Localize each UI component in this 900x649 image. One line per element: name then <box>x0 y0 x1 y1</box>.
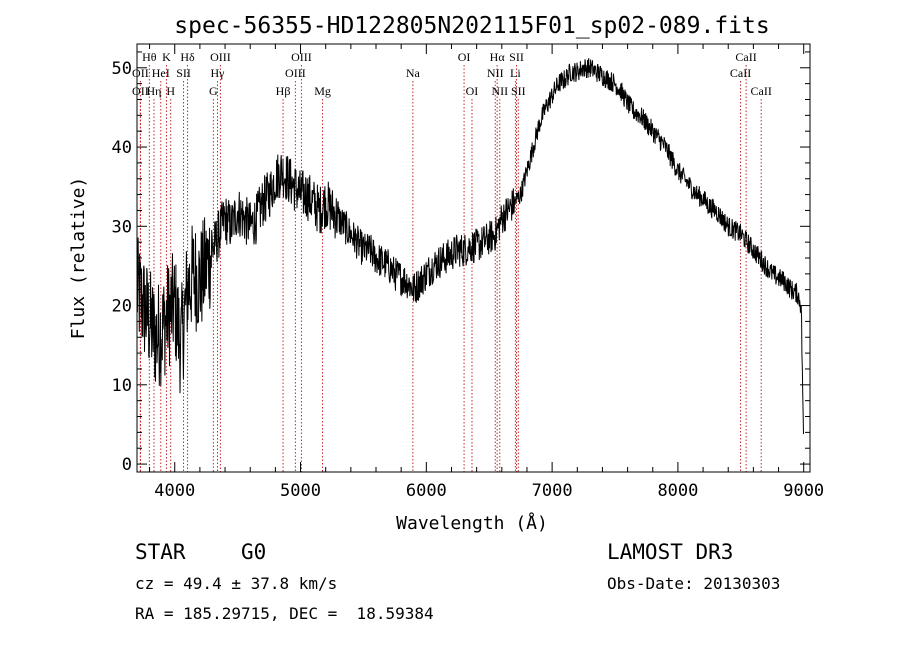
x-tick-label: 9000 <box>783 481 824 501</box>
spectral-line-label: OIII <box>210 50 231 64</box>
spectral-line-label: OII <box>132 84 149 98</box>
y-axis-label: Flux (relative) <box>68 177 89 340</box>
observation-date: Obs-Date: 20130303 <box>607 574 781 593</box>
spectral-line-label: CaII <box>735 50 756 64</box>
x-tick-label: 4000 <box>154 481 195 501</box>
spectral-line-label: OIII <box>285 66 306 80</box>
spectral-line-label: Hθ <box>142 50 157 64</box>
spectral-line-label: Hβ <box>276 84 291 98</box>
y-tick-label: 20 <box>112 297 132 317</box>
y-tick-label: 30 <box>112 217 132 237</box>
spectral-line-label: SII <box>509 50 524 64</box>
axes: 4000 5000 6000 7000 8000 9000 0 10 20 30 40 50 <box>112 44 824 501</box>
spectral-line-label: K <box>162 50 171 64</box>
spectral-line-label: Hα <box>490 50 506 64</box>
spectral-line-label: Hδ <box>180 50 195 64</box>
spectral-line-label: G <box>209 84 218 98</box>
object-class: STAR <box>135 540 186 564</box>
coordinates: RA = 185.29715, DEC = 18.59384 <box>135 604 434 623</box>
spectral-line-label: HeI <box>152 66 170 80</box>
spectral-line-label: OIII <box>291 50 312 64</box>
y-tick-label: 50 <box>112 59 132 79</box>
spectral-line-label: NII <box>491 84 508 98</box>
spectral-line-label: Na <box>406 66 421 80</box>
y-tick-label: 40 <box>112 138 132 158</box>
spectral-line-label: CaII <box>751 84 772 98</box>
x-tick-label: 6000 <box>406 481 447 501</box>
spectral-line-label: SII <box>511 84 526 98</box>
spectral-line-label: SII <box>176 66 191 80</box>
spectral-line-label: Hγ <box>211 66 226 80</box>
x-tick-label: 8000 <box>657 481 698 501</box>
spectral-line-label: Mg <box>314 84 331 98</box>
spectral-line-label: CaII <box>730 66 751 80</box>
spectral-line-label: OI <box>466 84 479 98</box>
flux-series-line <box>136 58 804 435</box>
x-tick-label: 5000 <box>280 481 321 501</box>
spectral-line-label: NII <box>487 66 504 80</box>
spectral-line-label: Hη <box>147 84 162 98</box>
spectral-line-label: OII <box>132 66 149 80</box>
spectral-line-label: OI <box>458 50 471 64</box>
spectral-line-label: Li <box>510 66 521 80</box>
spectral-line-label: H <box>166 84 175 98</box>
survey-name: LAMOST DR3 <box>607 540 734 564</box>
y-tick-label: 10 <box>112 376 132 396</box>
x-tick-label: 7000 <box>532 481 573 501</box>
object-subclass: G0 <box>241 540 267 564</box>
redshift-cz: cz = 49.4 ± 37.8 km/s <box>135 574 338 593</box>
x-axis-label: Wavelength (Å) <box>396 512 548 534</box>
y-tick-label: 0 <box>122 455 132 475</box>
chart-title: spec-56355-HD122805N202115F01_sp02-089.f… <box>174 13 769 39</box>
